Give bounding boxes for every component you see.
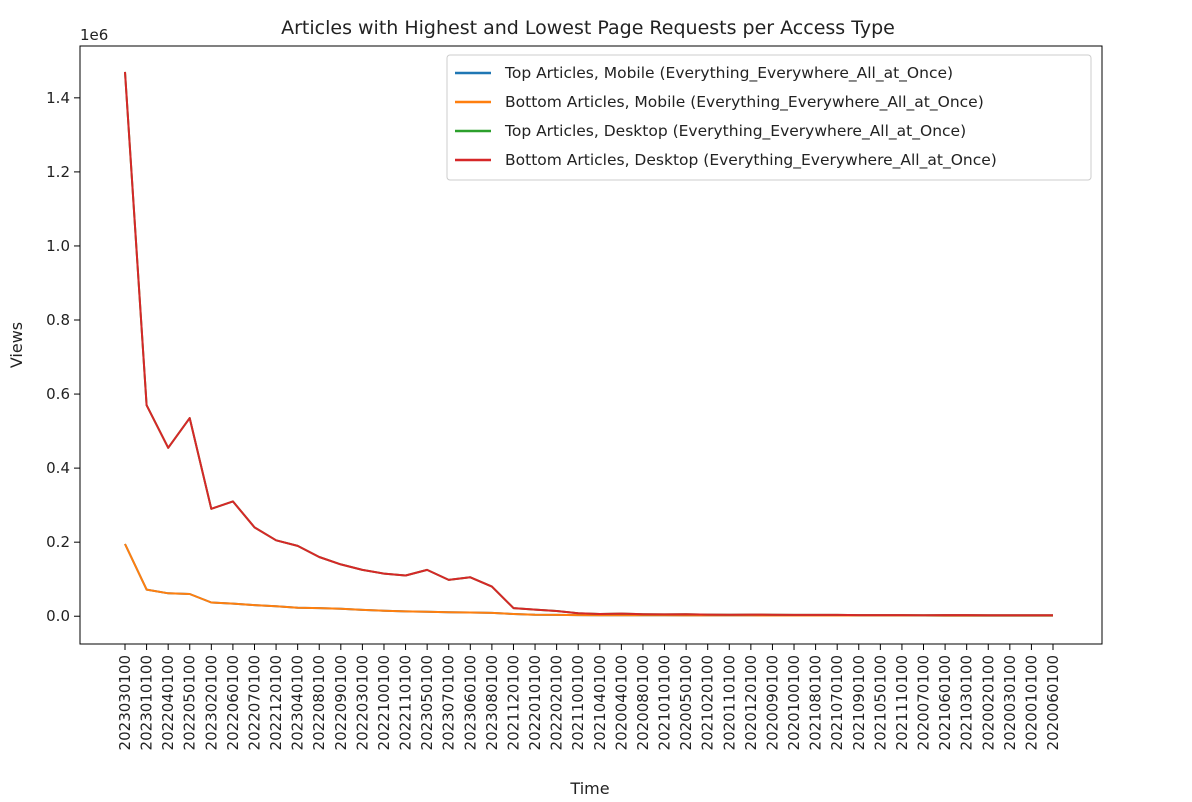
legend: Top Articles, Mobile (Everything_Everywh… xyxy=(446,54,1092,181)
x-tick-label: 2023080100 xyxy=(483,655,501,750)
series-line-3 xyxy=(124,71,1053,617)
x-tick-label: 2022040100 xyxy=(159,655,177,750)
x-tick-label: 2020080100 xyxy=(634,655,652,750)
x-tick-label: 2021100100 xyxy=(569,655,587,750)
x-tick-label: 2022050100 xyxy=(181,655,199,750)
x-tick-label: 2020030100 xyxy=(1001,655,1019,750)
x-tick-label: 2022100100 xyxy=(375,655,393,750)
x-axis-title: Time xyxy=(569,779,609,798)
x-tick-label: 2022020100 xyxy=(548,655,566,750)
y-tick-label: 0.0 xyxy=(46,607,70,625)
y-tick-label: 1.0 xyxy=(46,237,70,255)
x-tick-label: 2022110100 xyxy=(397,655,415,750)
x-tick-label: 2020050100 xyxy=(677,655,695,750)
y-axis: 0.0 0.2 0.4 0.6 0.8 1.0 1.2 1.4 xyxy=(46,89,80,625)
y-tick-label: 0.6 xyxy=(46,385,70,403)
x-tick-label: 2021020100 xyxy=(699,655,717,750)
x-tick-label: 2022070100 xyxy=(245,655,263,750)
x-tick-label: 2020090100 xyxy=(763,655,781,750)
x-tick-label: 2023060100 xyxy=(461,655,479,750)
x-axis: 2023030100 2023010100 2022040100 2022050100… xyxy=(116,644,1062,750)
x-tick-label: 2021040100 xyxy=(591,655,609,750)
x-tick-label: 2022090100 xyxy=(332,655,350,750)
legend-box xyxy=(446,54,1092,181)
y-tick-label: 1.2 xyxy=(46,163,70,181)
x-tick-label: 2023050100 xyxy=(418,655,436,750)
x-tick-label: 2021030100 xyxy=(958,655,976,750)
legend-label-2: Top Articles, Desktop (Everything_Everyw… xyxy=(504,122,966,141)
x-tick-label: 2022080100 xyxy=(310,655,328,750)
x-tick-label: 2020070100 xyxy=(915,655,933,750)
x-tick-label: 2021110100 xyxy=(893,655,911,750)
x-tick-label: 2020010100 xyxy=(1022,655,1040,750)
x-tick-label: 2020120100 xyxy=(742,655,760,750)
x-tick-label: 2021010100 xyxy=(656,655,674,750)
legend-label-3: Bottom Articles, Desktop (Everything_Eve… xyxy=(505,151,997,170)
legend-label-1: Bottom Articles, Mobile (Everything_Ever… xyxy=(505,93,984,112)
y-tick-label: 0.2 xyxy=(46,533,70,551)
x-tick-label: 2022120100 xyxy=(267,655,285,750)
y-tick-label: 1.4 xyxy=(46,89,70,107)
x-tick-label: 2021060100 xyxy=(936,655,954,750)
x-tick-label: 2021080100 xyxy=(807,655,825,750)
x-tick-label: 2021120100 xyxy=(504,655,522,750)
x-tick-label: 2022030100 xyxy=(353,655,371,750)
y-tick-label: 0.4 xyxy=(46,459,70,477)
x-tick-label: 2020060100 xyxy=(1044,655,1062,750)
x-tick-label: 2021090100 xyxy=(850,655,868,750)
legend-label-0: Top Articles, Mobile (Everything_Everywh… xyxy=(504,64,953,83)
x-tick-label: 2022010100 xyxy=(526,655,544,750)
y-tick-label: 0.8 xyxy=(46,311,70,329)
x-tick-label: 2023070100 xyxy=(440,655,458,750)
x-tick-label: 2023020100 xyxy=(202,655,220,750)
x-tick-label: 2020110100 xyxy=(720,655,738,750)
x-tick-label: 2023010100 xyxy=(138,655,156,750)
y-axis-title: Views xyxy=(7,322,26,368)
y-offset-label: 1e6 xyxy=(80,26,108,44)
chart-title: Articles with Highest and Lowest Page Re… xyxy=(281,17,895,39)
x-tick-label: 2020100100 xyxy=(785,655,803,750)
x-tick-label: 2023030100 xyxy=(116,655,134,750)
series-layer xyxy=(124,71,1053,617)
x-tick-label: 2021070100 xyxy=(828,655,846,750)
x-tick-label: 2023040100 xyxy=(289,655,307,750)
x-tick-label: 2020040100 xyxy=(612,655,630,750)
x-tick-label: 2022060100 xyxy=(224,655,242,750)
x-tick-label: 2021050100 xyxy=(871,655,889,750)
x-tick-label: 2020020100 xyxy=(979,655,997,750)
